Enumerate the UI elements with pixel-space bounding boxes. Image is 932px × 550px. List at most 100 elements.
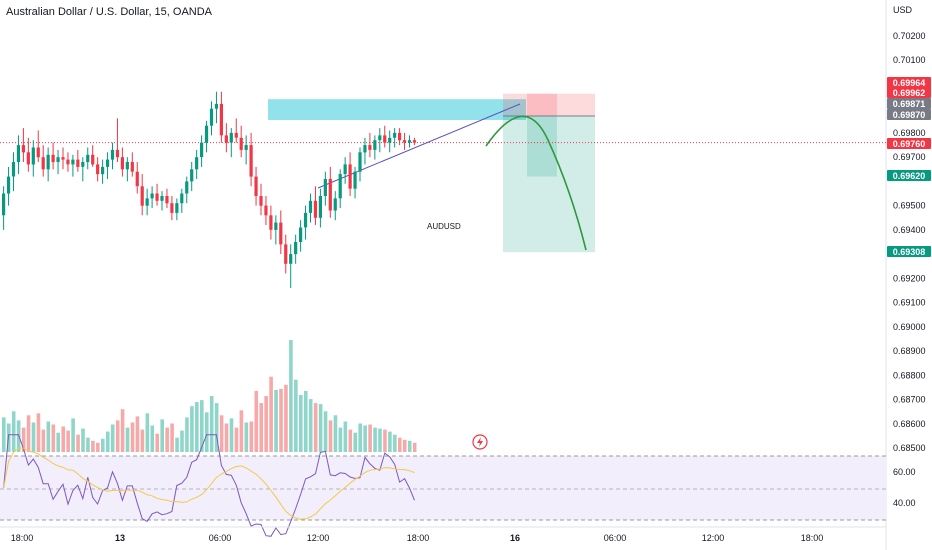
volume-bar [209, 396, 214, 452]
candle-body [135, 171, 139, 187]
candle-body [66, 159, 70, 165]
volume-bar [2, 417, 6, 452]
candle-body [120, 157, 124, 170]
candle-body [61, 157, 65, 160]
candle-body [31, 147, 35, 165]
candle-body [209, 108, 214, 126]
volume-bar [155, 433, 160, 452]
price-tick-1: 0.70100 [893, 55, 926, 65]
short-risk-box [503, 93, 595, 116]
volume-bar [259, 403, 263, 452]
volume-bar [294, 379, 298, 452]
candle-body [269, 215, 273, 230]
candle-body [115, 149, 120, 158]
candle-body [160, 196, 164, 201]
candle-body [101, 166, 105, 175]
candle-body [333, 198, 337, 211]
price-tick-4: 0.69500 [893, 201, 926, 211]
time-tick-0: 18:00 [11, 533, 34, 543]
volume-bar [299, 395, 303, 452]
candle-body [26, 152, 30, 165]
time-tick-8: 18:00 [801, 533, 824, 543]
price-badge-3 [887, 109, 931, 120]
short-reward-box-inner [527, 115, 557, 177]
candle-body [110, 149, 115, 160]
candle-body [91, 154, 95, 165]
short-reward-box [503, 115, 595, 253]
candle-body [81, 162, 85, 167]
volume-bar [56, 432, 61, 452]
candle-body [36, 147, 40, 158]
candle-body [11, 162, 16, 177]
volume-bar [11, 411, 16, 452]
volume-bar [353, 432, 358, 452]
resistance-zone [268, 99, 526, 120]
candle-body [338, 174, 342, 199]
volume-bar [120, 409, 125, 452]
volume-bar [308, 399, 313, 452]
candle-body [16, 145, 21, 163]
volume-bar [274, 389, 278, 452]
volume-bar [378, 428, 382, 452]
time-tick-4: 18:00 [407, 533, 430, 543]
volume-bar [373, 427, 377, 452]
volume-bar [279, 388, 283, 452]
price-tick-2: 0.69800 [893, 128, 926, 138]
candle-body [308, 200, 313, 213]
volume-bar [264, 396, 268, 452]
volume-bar [204, 412, 209, 452]
volume-bar [160, 419, 164, 452]
candle-body [299, 227, 303, 242]
volume-bar [318, 404, 323, 452]
volume-bar [388, 431, 392, 452]
candle-body [239, 137, 243, 150]
candle-body [383, 135, 387, 143]
price-tick-12: 0.68600 [893, 419, 926, 429]
candle-body [175, 203, 179, 213]
time-tick-7: 12:00 [702, 533, 725, 543]
candle-body [76, 159, 80, 167]
drawings-layer [0, 93, 886, 253]
price-badge-label-1: 0.69962 [893, 88, 926, 98]
candle-body [407, 140, 412, 143]
lightning-icon[interactable] [472, 434, 488, 450]
volume-bar [398, 437, 402, 452]
price-tick-7: 0.69100 [893, 298, 926, 308]
candle-body [165, 196, 169, 204]
price-badge-0 [887, 77, 931, 88]
candle-body [294, 242, 298, 255]
short-risk-box-inner [527, 93, 557, 116]
volume-bar [175, 437, 179, 452]
candle-body [224, 135, 228, 143]
time-axis[interactable]: 18:00 13 06:00 12:00 18:00 16 06:00 12:00 18:00 [11, 533, 824, 543]
volume-bar [180, 430, 184, 452]
volume-bar [150, 425, 155, 452]
candle-body [303, 212, 308, 228]
candle-body [190, 169, 194, 182]
volume-bar [368, 424, 372, 452]
chart-title: Australian Dollar / U.S. Dollar, 15, OAN… [6, 6, 213, 18]
volume-bar [66, 430, 70, 452]
volume-bar [348, 429, 353, 452]
candle-body [343, 164, 347, 175]
candle-body [398, 132, 402, 141]
price-tick-11: 0.68700 [893, 395, 926, 405]
candles-layer [2, 91, 417, 288]
candle-body [46, 154, 50, 170]
price-badge-label-0: 0.69964 [893, 78, 926, 88]
candle-body [284, 244, 288, 264]
volume-bar [303, 390, 308, 452]
rsi-pane-background [0, 456, 886, 520]
symbol-annotation: AUDUSD [427, 222, 461, 231]
price-badge-label-4: 0.69760 [893, 139, 926, 149]
price-tick-9: 0.68900 [893, 346, 926, 356]
volume-bar [363, 425, 367, 452]
candle-body [234, 132, 238, 138]
candle-body [200, 142, 204, 158]
price-axis[interactable]: 0.70200 0.70100 0.69800 0.69700 0.69500 0.694… [887, 31, 931, 453]
candle-body [378, 135, 382, 141]
time-tick-1: 13 [115, 533, 125, 543]
volume-bar [91, 440, 95, 452]
volume-bar [71, 418, 75, 452]
